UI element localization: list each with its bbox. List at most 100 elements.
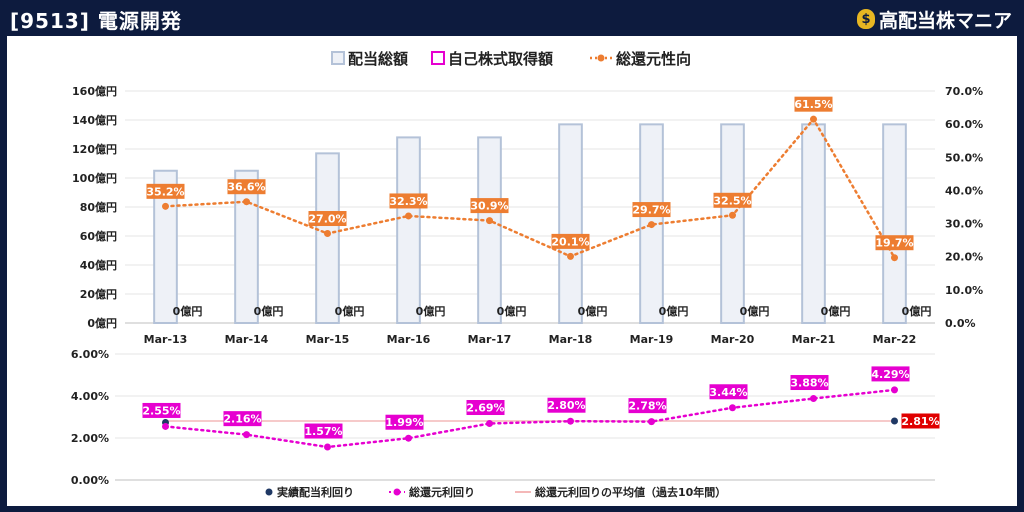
y-right-tick: 0.0%	[945, 317, 976, 330]
legend-label-total-yield: 総還元利回り	[409, 485, 475, 499]
latest-yield-label-bg	[901, 413, 940, 429]
payout-ratio-label-bg	[551, 233, 590, 249]
y-left-tick: 160億円	[72, 84, 117, 98]
total-yield-point	[486, 420, 493, 428]
x-tick: Mar-15	[306, 333, 350, 346]
x-tick: Mar-14	[225, 333, 269, 346]
legend-label-payout: 総還元性向	[616, 50, 691, 68]
legend-swatch-buyback	[431, 51, 445, 65]
total-yield-label: 4.29%	[871, 368, 909, 381]
x-tick: Mar-22	[873, 333, 917, 346]
payout-ratio-point	[810, 115, 817, 123]
payout-ratio-point	[567, 252, 574, 260]
dividend-bar	[396, 136, 421, 325]
total-yield-label-bg	[547, 397, 586, 413]
y-right-tick: 70.0%	[945, 85, 983, 98]
payout-ratio-label: 35.2%	[146, 185, 184, 198]
x-tick: Mar-16	[387, 333, 431, 346]
dividend-bar	[153, 169, 178, 324]
buyback-value-label: 0億円	[740, 304, 770, 318]
total-yield-label: 2.55%	[142, 404, 180, 417]
buyback-value-label: 0億円	[254, 304, 284, 318]
payout-ratio-label: 29.7%	[632, 204, 670, 217]
money-bag-icon: $	[856, 9, 875, 29]
payout-ratio-label: 32.3%	[389, 195, 427, 208]
payout-ratio-label-bg	[389, 193, 428, 209]
total-yield-label-bg	[790, 375, 829, 391]
legend-label-buyback: 自己株式取得額	[448, 50, 553, 68]
total-yield-label: 2.80%	[547, 399, 585, 412]
payout-ratio-line	[164, 117, 896, 259]
y-right-tick: 50.0%	[945, 151, 983, 164]
total-yield-point	[729, 404, 736, 412]
payout-ratio-label: 36.6%	[227, 181, 265, 194]
total-yield-point	[891, 386, 898, 394]
x-tick: Mar-20	[711, 333, 755, 346]
total-yield-label-bg	[304, 423, 343, 439]
x-tick: Mar-13	[144, 333, 188, 346]
y-left-tick: 40億円	[80, 258, 117, 272]
total-yield-label: 3.44%	[709, 386, 747, 399]
brand-name: 高配当株マニア	[878, 9, 1012, 32]
total-yield-label-bg	[628, 398, 667, 414]
payout-ratio-label-bg	[227, 179, 266, 195]
dividend-bar	[315, 152, 340, 324]
total-yield-label: 1.99%	[385, 416, 423, 429]
total-yield-label-bg	[466, 400, 505, 416]
total-yield-label-bg	[223, 411, 262, 427]
total-yield-label-bg	[871, 366, 910, 382]
dividend-bar	[882, 123, 907, 324]
payout-ratio-point	[162, 202, 169, 210]
dividend-bar	[558, 123, 583, 324]
y-left-tick: 0億円	[87, 316, 117, 330]
payout-ratio-point	[648, 221, 655, 229]
buyback-value-label: 0億円	[497, 304, 527, 318]
total-yield-label-bg	[385, 414, 424, 430]
y-left-tick: 20億円	[80, 287, 117, 301]
y-tick: 0.00%	[71, 474, 109, 487]
total-yield-point	[243, 431, 250, 439]
legend-swatch-dividend	[331, 51, 345, 65]
y-left-tick: 120億円	[72, 142, 117, 156]
payout-ratio-label-bg	[146, 183, 185, 199]
y-left-tick: 140億円	[72, 113, 117, 127]
buyback-value-label: 0億円	[659, 304, 689, 318]
payout-ratio-label: 20.1%	[551, 235, 589, 248]
brand-logo: $ 高配当株マニア	[856, 6, 1012, 32]
payout-ratio-point	[891, 254, 898, 262]
payout-ratio-label: 30.9%	[470, 200, 508, 213]
y-left-tick: 100億円	[72, 171, 117, 185]
y-tick: 4.00%	[71, 390, 109, 403]
legend-swatch-payout-point	[597, 54, 605, 62]
total-yield-label-bg	[142, 402, 181, 418]
y-left-tick: 80億円	[80, 200, 117, 214]
total-yield-label: 2.69%	[466, 402, 504, 415]
x-tick: Mar-19	[630, 333, 674, 346]
payout-ratio-label-bg	[713, 192, 752, 208]
dividend-bar	[477, 136, 502, 325]
payout-ratio-point	[324, 230, 331, 238]
total-yield-point	[567, 417, 574, 425]
total-yield-label: 1.57%	[304, 425, 342, 438]
dividend-bar	[720, 123, 745, 324]
y-right-tick: 40.0%	[945, 184, 983, 197]
buyback-value-label: 0億円	[173, 304, 203, 318]
actual-yield-point	[891, 417, 898, 425]
total-yield-point	[405, 434, 412, 442]
chart-panel: 0億円 20億円 40億円 60億円 80億円 100億円 120億円 140億円 160億円 0…	[7, 36, 1017, 506]
y-right-tick: 30.0%	[945, 218, 983, 231]
x-tick: Mar-21	[792, 333, 836, 346]
latest-yield-label: 2.81%	[901, 415, 939, 428]
y-tick: 6.00%	[71, 348, 109, 361]
payout-ratio-point	[729, 211, 736, 219]
payout-ratio-label: 61.5%	[794, 98, 832, 111]
payout-ratio-label: 27.0%	[308, 213, 346, 226]
legend-label-average-yield: 総還元利回りの平均値（過去10年間）	[535, 485, 726, 499]
legend-swatch-total-yield-point	[393, 488, 401, 496]
total-yield-label: 3.88%	[790, 377, 828, 390]
legend-label-actual-yield: 実績配当利回り	[277, 485, 354, 499]
legend-label-dividend: 配当総額	[348, 50, 408, 68]
payout-ratio-label-bg	[875, 235, 914, 251]
total-yield-line	[164, 388, 896, 449]
